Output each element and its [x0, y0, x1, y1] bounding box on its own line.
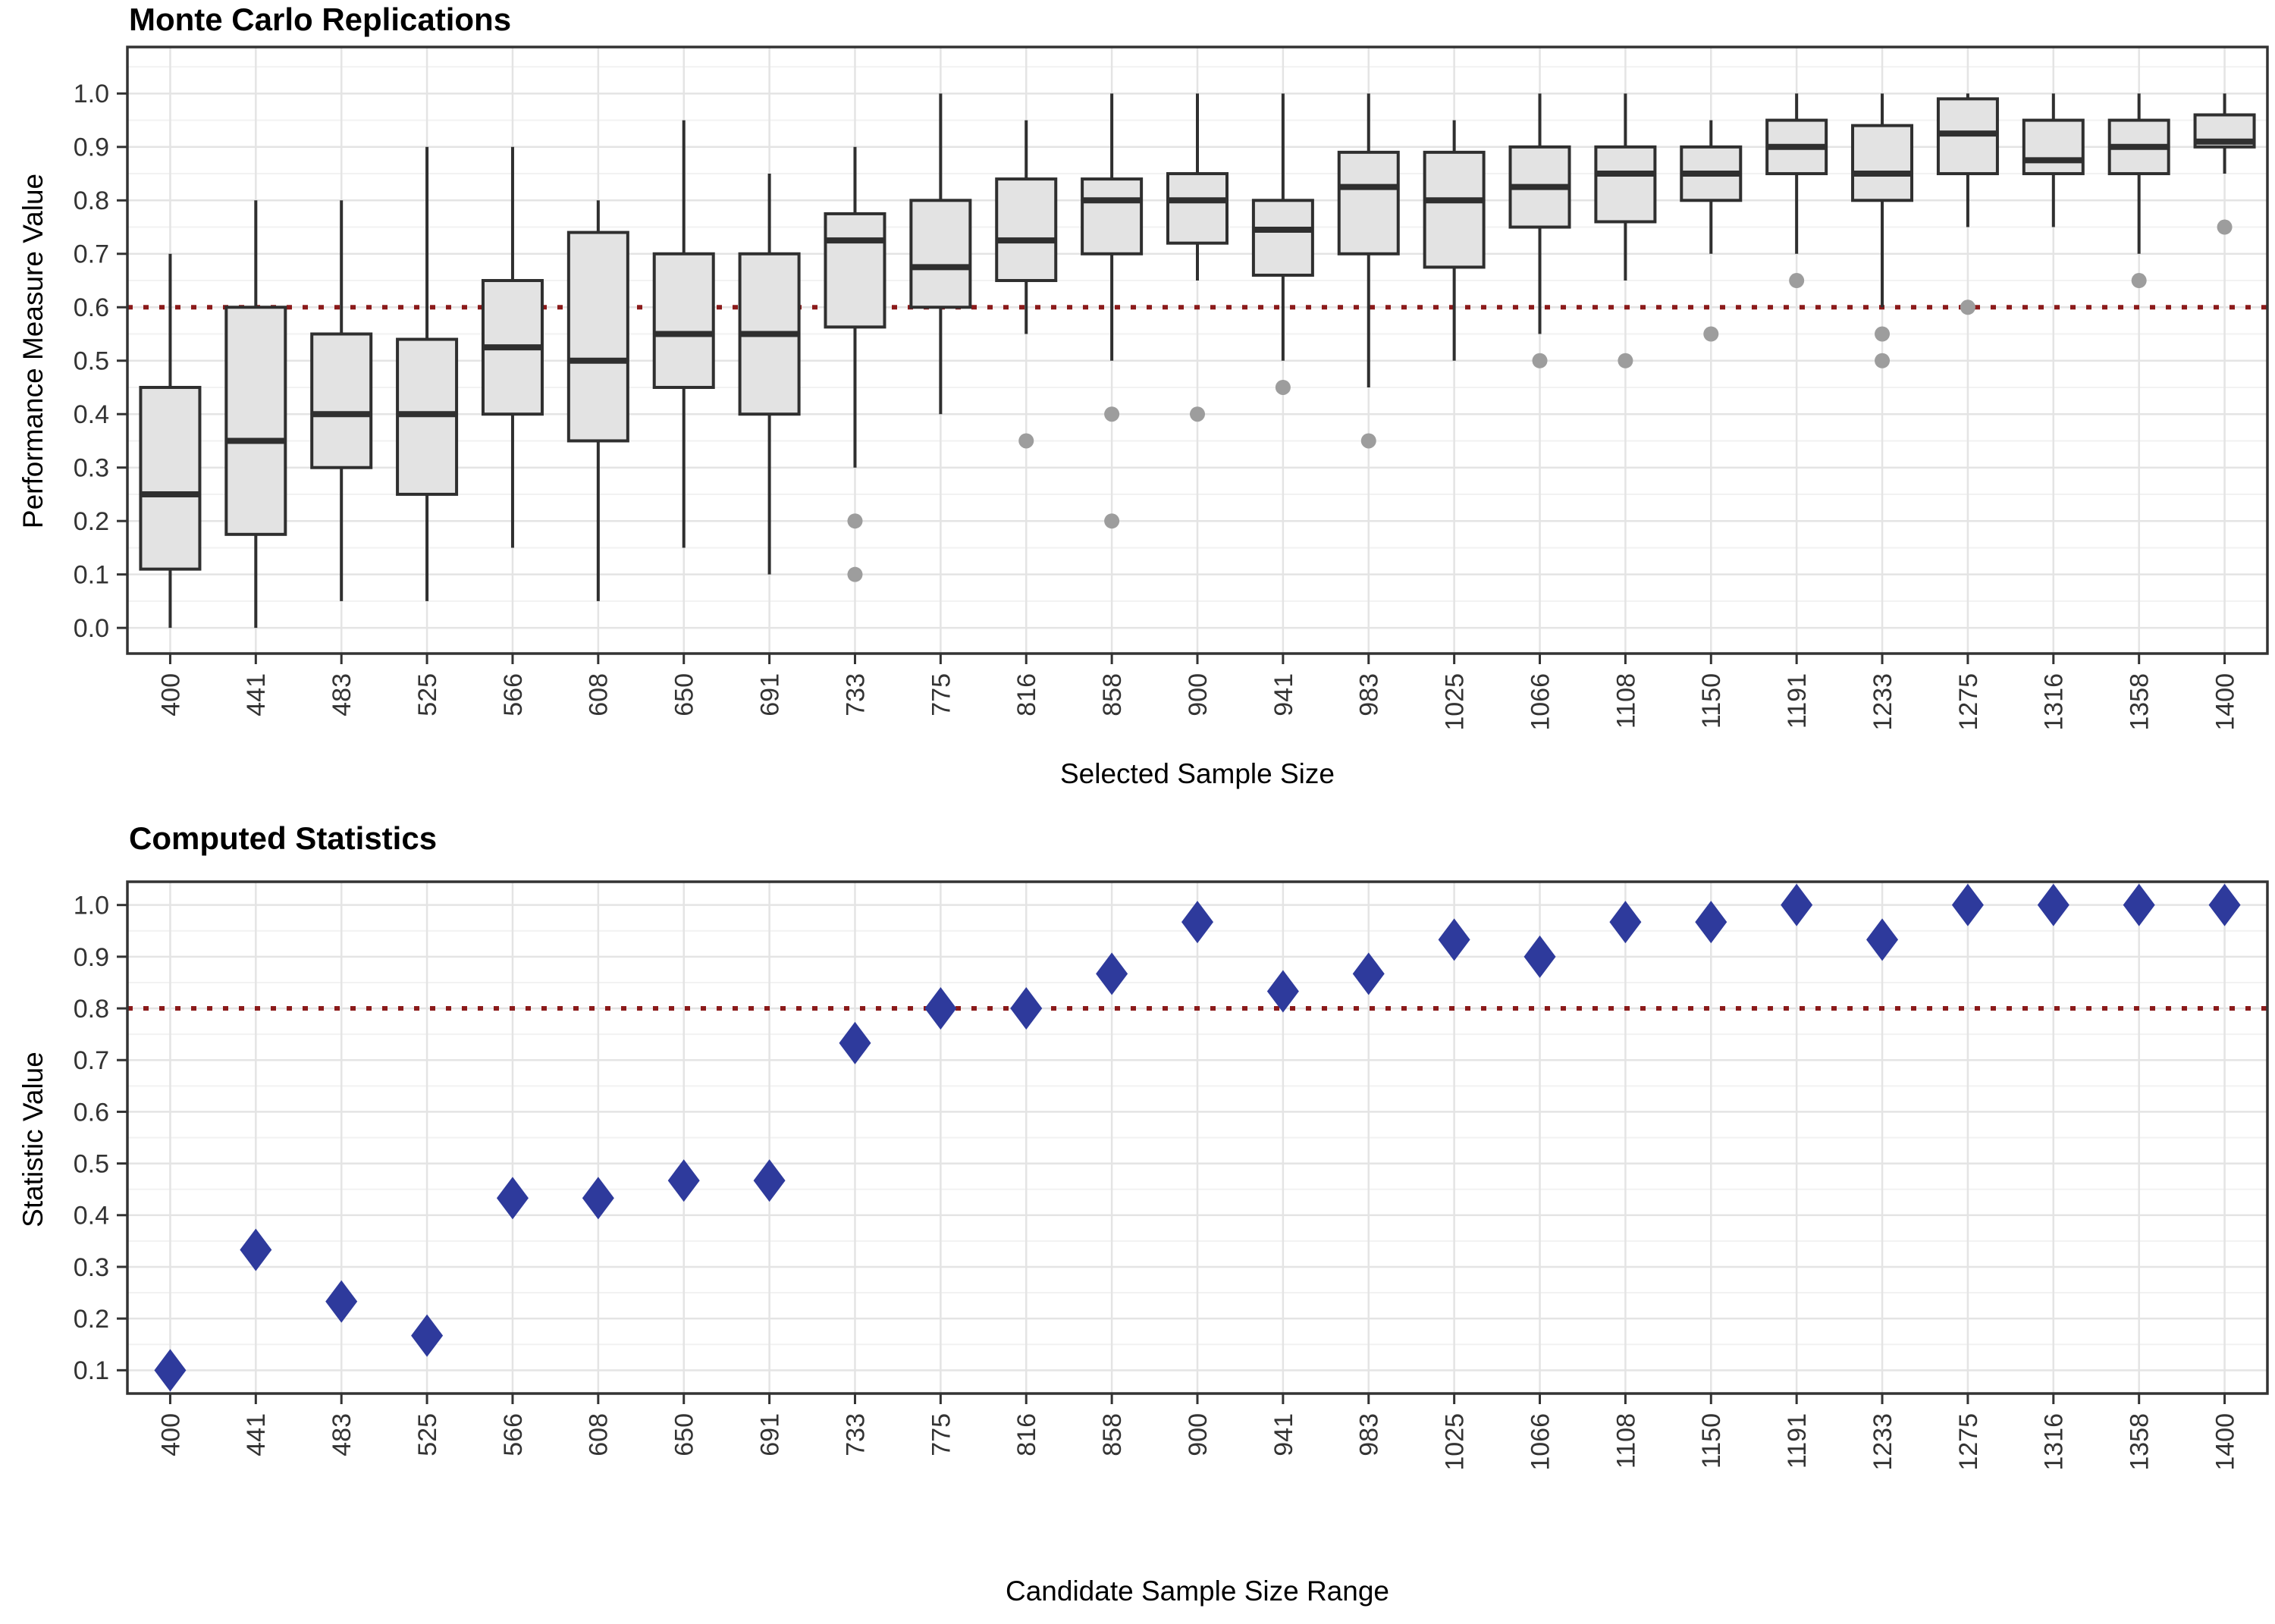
svg-text:816: 816: [1012, 673, 1041, 716]
svg-text:733: 733: [841, 1413, 870, 1456]
svg-text:1108: 1108: [1611, 673, 1640, 729]
svg-text:0.3: 0.3: [74, 454, 109, 483]
svg-text:0.5: 0.5: [74, 347, 109, 376]
svg-text:0.0: 0.0: [74, 614, 109, 643]
svg-text:733: 733: [841, 673, 870, 716]
svg-text:0.2: 0.2: [74, 1305, 109, 1334]
svg-text:650: 650: [670, 1413, 699, 1456]
svg-text:941: 941: [1269, 1413, 1298, 1456]
svg-text:1233: 1233: [1869, 673, 1897, 731]
scatter-x-axis-title: Candidate Sample Size Range: [1006, 1575, 1389, 1607]
svg-text:1150: 1150: [1697, 673, 1726, 729]
svg-text:566: 566: [499, 673, 528, 716]
svg-text:983: 983: [1355, 673, 1384, 716]
svg-text:1275: 1275: [1954, 1413, 1983, 1471]
svg-text:441: 441: [242, 673, 271, 716]
svg-text:0.3: 0.3: [74, 1253, 109, 1282]
svg-text:0.9: 0.9: [74, 133, 109, 162]
svg-text:525: 525: [413, 673, 442, 716]
svg-text:858: 858: [1098, 673, 1127, 716]
svg-text:941: 941: [1269, 673, 1298, 716]
svg-text:1191: 1191: [1783, 1413, 1812, 1469]
svg-text:0.1: 0.1: [74, 561, 109, 590]
svg-text:0.8: 0.8: [74, 995, 109, 1024]
svg-text:983: 983: [1355, 1413, 1384, 1456]
svg-text:900: 900: [1184, 1413, 1213, 1456]
svg-text:775: 775: [927, 673, 956, 716]
svg-text:0.5: 0.5: [74, 1149, 109, 1178]
svg-text:441: 441: [242, 1413, 271, 1456]
svg-text:1358: 1358: [2126, 673, 2154, 731]
svg-text:650: 650: [670, 673, 699, 716]
svg-text:483: 483: [328, 1413, 356, 1456]
svg-text:0.1: 0.1: [74, 1356, 109, 1385]
svg-text:816: 816: [1012, 1413, 1041, 1456]
svg-text:858: 858: [1098, 1413, 1127, 1456]
svg-text:1066: 1066: [1526, 1413, 1555, 1471]
svg-text:0.7: 0.7: [74, 1046, 109, 1075]
svg-text:1233: 1233: [1869, 1413, 1897, 1471]
svg-text:1025: 1025: [1441, 673, 1470, 731]
svg-text:1400: 1400: [2211, 673, 2239, 731]
svg-text:400: 400: [156, 673, 185, 716]
boxplot-chart-title: Monte Carlo Replications: [129, 2, 512, 37]
svg-text:0.9: 0.9: [74, 943, 109, 972]
svg-text:1.0: 1.0: [74, 892, 109, 920]
svg-text:1400: 1400: [2211, 1413, 2239, 1471]
svg-text:1316: 1316: [2040, 673, 2069, 731]
svg-text:525: 525: [413, 1413, 442, 1456]
svg-text:691: 691: [756, 673, 785, 716]
svg-text:1.0: 1.0: [74, 80, 109, 108]
svg-text:0.8: 0.8: [74, 187, 109, 215]
svg-text:608: 608: [585, 673, 613, 716]
svg-text:0.6: 0.6: [74, 293, 109, 322]
svg-text:483: 483: [328, 673, 356, 716]
svg-text:0.4: 0.4: [74, 400, 109, 429]
svg-text:1066: 1066: [1526, 673, 1555, 731]
scatter-chart-title: Computed Statistics: [129, 820, 438, 856]
svg-text:1191: 1191: [1783, 673, 1812, 729]
svg-text:775: 775: [927, 1413, 956, 1456]
svg-text:1025: 1025: [1441, 1413, 1470, 1471]
svg-text:400: 400: [156, 1413, 185, 1456]
boxplot-canvas: 0.0 0.1 0.2 0.3 0.4 0.5 0.6 0.7 0.8 0.9 1.0 400 441 4…: [74, 45, 2269, 731]
svg-text:608: 608: [585, 1413, 613, 1456]
svg-text:566: 566: [499, 1413, 528, 1456]
svg-text:0.6: 0.6: [74, 1098, 109, 1127]
svg-text:1316: 1316: [2040, 1413, 2069, 1471]
svg-text:1358: 1358: [2126, 1413, 2154, 1471]
svg-text:0.2: 0.2: [74, 507, 109, 536]
svg-text:1108: 1108: [1611, 1413, 1640, 1469]
boxplot-x-axis-title: Selected Sample Size: [1060, 758, 1335, 789]
svg-text:0.4: 0.4: [74, 1202, 109, 1231]
svg-text:900: 900: [1184, 673, 1213, 716]
scatter-canvas: 0.1 0.2 0.3 0.4 0.5 0.6 0.7 0.8 0.9 1.0 400 441 483 5…: [74, 880, 2269, 1471]
svg-text:0.7: 0.7: [74, 240, 109, 269]
svg-text:691: 691: [756, 1413, 785, 1456]
svg-text:1275: 1275: [1954, 673, 1983, 731]
svg-text:1150: 1150: [1697, 1413, 1726, 1469]
